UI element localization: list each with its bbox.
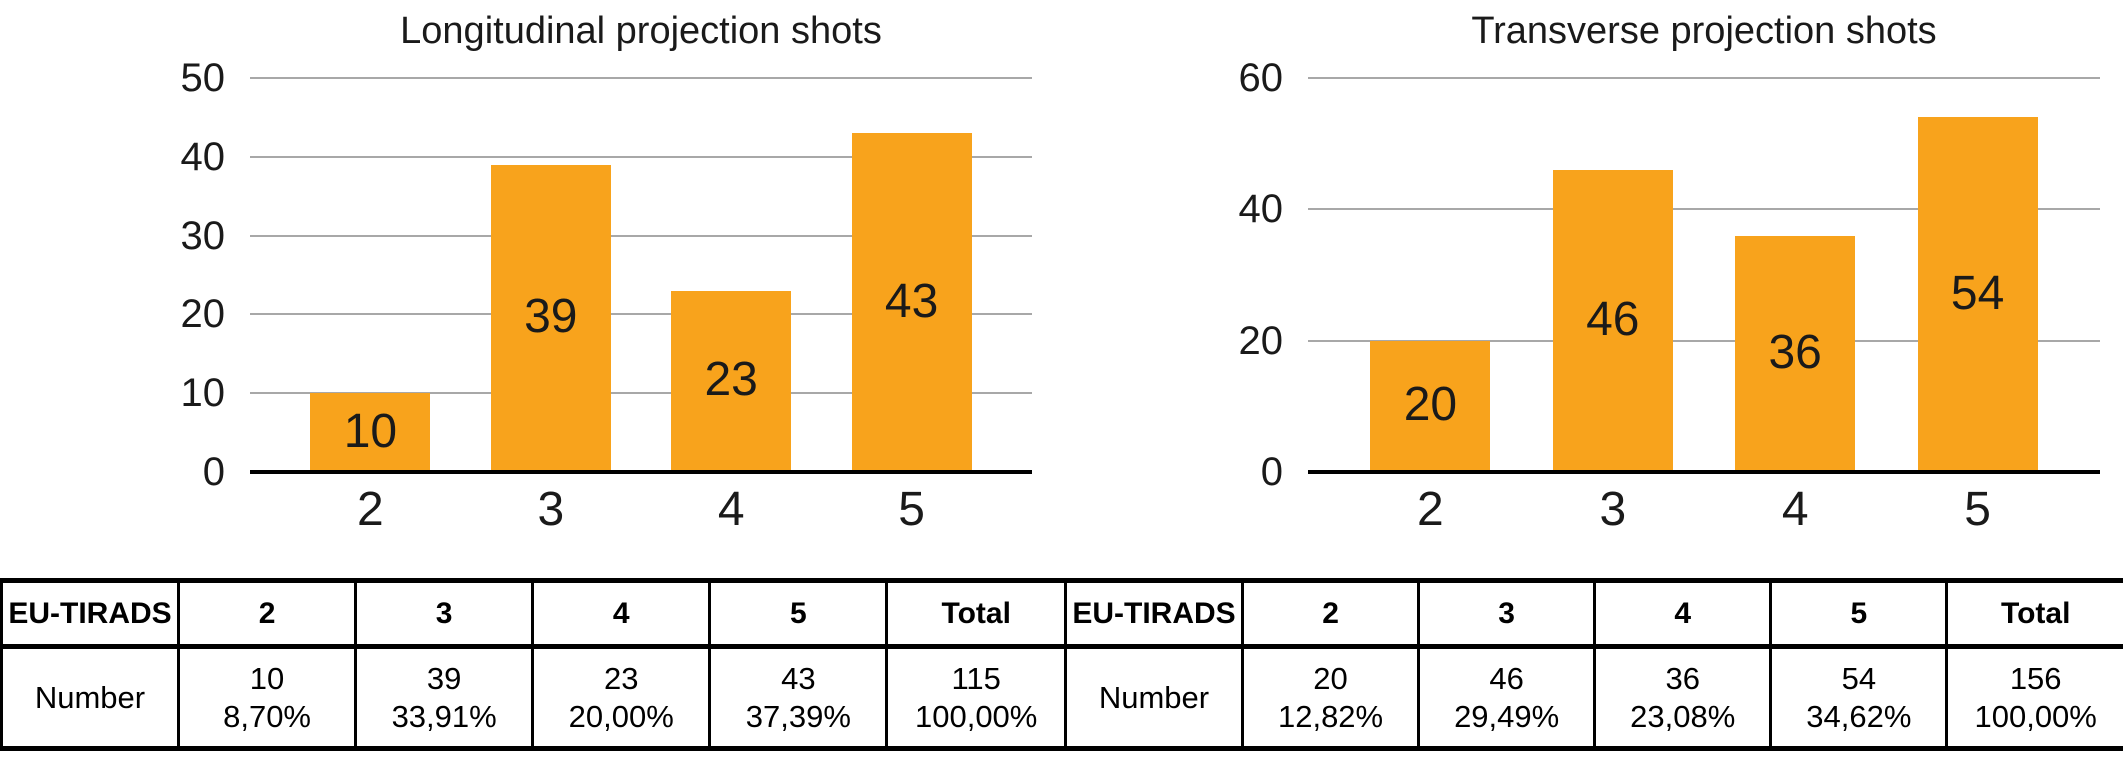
cell-count: 115	[951, 660, 1001, 696]
cell-percent: 33,91%	[391, 698, 497, 734]
bar-value-label: 10	[343, 404, 398, 458]
table-header-row: EU-TIRADS 2 3 4 5 Total	[0, 578, 1064, 649]
summary-table-longitudinal: EU-TIRADS 2 3 4 5 Total Number 10 8,70% 39 33,91% 2…	[0, 578, 1064, 751]
table-header-cell: Total	[885, 578, 1064, 649]
bar-value-label: 36	[1768, 325, 1822, 379]
table-header-cell: Total	[1945, 578, 2123, 649]
bar-value-label: 39	[524, 290, 578, 344]
gridline	[1308, 208, 2100, 211]
y-axis-tick-label: 40	[1238, 187, 1284, 232]
gridline	[250, 155, 1032, 158]
bar-category-2: 20	[1370, 340, 1491, 470]
table-cell: 46 29,49%	[1417, 646, 1597, 751]
cell-percent: 23,08%	[1630, 698, 1736, 734]
gridline	[1308, 339, 2100, 342]
x-axis-tick-label: 2	[1417, 483, 1444, 536]
table-header-cell: 4	[531, 578, 712, 649]
cell-count: 43	[781, 660, 816, 696]
table-cell: 115 100,00%	[885, 646, 1064, 751]
bar-value-label: 20	[1403, 378, 1458, 432]
gridline	[1308, 77, 2100, 79]
bar-value-label: 23	[704, 353, 758, 407]
table-header-cell: 3	[354, 578, 535, 649]
bar-category-3: 46	[1552, 169, 1673, 470]
cell-percent: 29,49%	[1454, 698, 1560, 734]
table-header-cell: 5	[1769, 578, 1949, 649]
bar-category-4: 23	[671, 290, 792, 470]
table-cell: 20 12,82%	[1240, 646, 1421, 751]
table-header-cell: 2	[1240, 578, 1421, 649]
table-cell: 36 23,08%	[1593, 646, 1773, 751]
bar-category-4: 36	[1735, 235, 1856, 470]
y-axis-tick-label: 30	[180, 213, 226, 258]
chart-title: Longitudinal projection shots	[400, 10, 882, 52]
cell-percent: 100,00%	[1974, 698, 2097, 734]
y-axis-tick-label: 0	[202, 450, 225, 494]
table-header-cell: 4	[1593, 578, 1773, 649]
bar-category-2: 10	[310, 393, 431, 470]
row-label: Number	[1064, 646, 1244, 751]
cell-count: 39	[426, 660, 462, 696]
table-cell: 43 37,39%	[708, 646, 889, 751]
gridline	[250, 234, 1032, 237]
y-axis-tick-label: 40	[180, 134, 226, 179]
x-axis-tick-label: 5	[1964, 483, 1991, 536]
x-axis-line	[250, 470, 1032, 474]
x-axis-tick-label: 3	[537, 483, 565, 536]
row-label: Number	[0, 646, 180, 751]
cell-count: 46	[1489, 660, 1524, 696]
table-header-eu-tirads: EU-TIRADS	[1064, 578, 1244, 649]
table-data-row: Number 20 12,82% 46 29,49% 36 23,08% 54 34,62% 15…	[1064, 646, 2123, 751]
y-axis-tick-label: 0	[1260, 450, 1283, 494]
gridline	[250, 392, 1032, 395]
bar-category-3: 39	[490, 164, 611, 470]
y-axis-tick-label: 60	[1238, 56, 1284, 100]
y-axis-tick-label: 20	[180, 292, 226, 337]
table-header-cell: 3	[1417, 578, 1597, 649]
table-header-eu-tirads: EU-TIRADS	[0, 578, 180, 649]
y-axis-tick-label: 20	[1238, 318, 1284, 363]
gridline	[250, 313, 1032, 316]
cell-count: 23	[603, 660, 639, 696]
table-data-row: Number 10 8,70% 39 33,91% 23 20,00% 43 37,39% 115…	[0, 646, 1064, 751]
bar-value-label: 54	[1950, 266, 2005, 320]
cell-percent: 12,82%	[1277, 698, 1384, 734]
plot-area: 0 10 20 30 40 50 10 2 39 3 23 4 43 5	[181, 56, 1032, 536]
summary-table-transverse: EU-TIRADS 2 3 4 5 Total Number 20 12,82% 46 29,49%…	[1064, 578, 2123, 751]
x-axis-tick-label: 4	[1781, 483, 1809, 536]
y-axis-tick-label: 10	[180, 371, 226, 416]
cell-count: 156	[2009, 660, 2062, 696]
x-axis-line	[1308, 470, 2100, 474]
table-cell: 10 8,70%	[176, 646, 358, 751]
cell-count: 36	[1665, 660, 1700, 696]
table-cell: 54 34,62%	[1769, 646, 1949, 751]
chart-title: Transverse projection shots	[1471, 10, 1937, 52]
cell-percent: 100,00%	[914, 698, 1038, 734]
bar-value-label: 43	[884, 274, 939, 328]
bar-value-label: 46	[1586, 292, 1640, 346]
table-cell: 23 20,00%	[531, 646, 712, 751]
x-axis-tick-label: 5	[898, 483, 925, 536]
x-axis-tick-label: 2	[357, 483, 384, 536]
bar-category-5: 54	[1917, 117, 2038, 470]
x-axis-tick-label: 4	[717, 483, 745, 536]
cell-percent: 37,39%	[745, 698, 851, 734]
cell-percent: 20,00%	[568, 698, 674, 734]
table-cell: 156 100,00%	[1945, 646, 2123, 751]
table-header-cell: 5	[708, 578, 889, 649]
cell-percent: 34,62%	[1806, 698, 1912, 734]
cell-percent: 8,70%	[223, 698, 311, 734]
x-axis-tick-label: 3	[1599, 483, 1627, 536]
table-header-row: EU-TIRADS 2 3 4 5 Total	[1064, 578, 2123, 649]
cell-count: 10	[249, 660, 285, 696]
plot-area: 0 20 40 60 20 2 46 3 36 4 54 5	[1239, 56, 2100, 536]
table-cell: 39 33,91%	[354, 646, 535, 751]
bar-category-5: 43	[851, 133, 972, 470]
table-header-cell: 2	[176, 578, 358, 649]
cell-count: 54	[1841, 660, 1877, 696]
cell-count: 20	[1313, 660, 1348, 696]
gridline	[250, 77, 1032, 79]
y-axis-tick-label: 50	[180, 56, 226, 100]
